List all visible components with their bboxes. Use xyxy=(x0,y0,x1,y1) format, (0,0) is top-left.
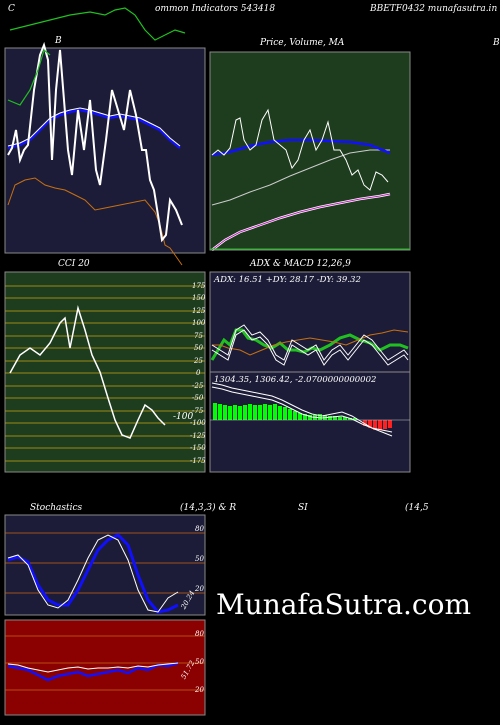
rsi-tick-80: 80 xyxy=(195,630,204,638)
common-green-line xyxy=(7,48,51,106)
stoch-tick-20: 20 xyxy=(195,585,204,593)
cci-tick-50: 50 xyxy=(194,344,203,352)
macd-values: 1304.35, 1306.42, -2.0700000000002 xyxy=(214,375,377,385)
adx-title: ADX & MACD 12,26,9 xyxy=(250,259,351,269)
cci-tick-m175: -175 xyxy=(190,457,206,465)
cci-tick-m150: -150 xyxy=(190,444,206,452)
header-indicators: ommon Indicators 543418 xyxy=(155,4,276,14)
panel-price xyxy=(209,51,411,251)
common-white-ma xyxy=(7,107,181,147)
cci-tick-150: 150 xyxy=(192,294,206,302)
common-white-price xyxy=(7,41,183,243)
rsi-gridlines xyxy=(5,635,205,691)
cci-tick-m25: -25 xyxy=(192,382,204,390)
cci-tick-75: 75 xyxy=(194,332,203,340)
adx-white2 xyxy=(211,329,409,366)
stoch-title: Stochastics xyxy=(30,503,83,513)
rsi-blue xyxy=(7,661,179,682)
cci-tick-0: 0 xyxy=(196,369,201,377)
watermark: MunafaSutra.com xyxy=(216,588,472,621)
cci-line xyxy=(9,305,166,439)
cci-tick-m75: -75 xyxy=(192,407,204,415)
rsi-params: (14,5 xyxy=(405,503,429,513)
macd-histogram xyxy=(213,403,357,420)
price-ma-long-inner xyxy=(211,193,391,251)
macd-histogram-neg xyxy=(363,420,392,430)
common-blue-ma xyxy=(7,108,181,150)
stoch-white xyxy=(7,534,179,613)
adx-values: ADX: 16.51 +DY: 28.17 -DY: 39.32 xyxy=(214,275,361,285)
rsi-white xyxy=(7,662,179,673)
edge-label: B xyxy=(493,38,500,48)
header-b: B xyxy=(55,36,62,46)
stoch-tick-50: 50 xyxy=(195,555,204,563)
cci-tick-m125: -125 xyxy=(190,432,206,440)
header-c: C xyxy=(8,4,15,14)
cci-tick-m50: -50 xyxy=(192,394,204,402)
cci-tick-125: 125 xyxy=(192,307,206,315)
adx-white1 xyxy=(211,324,409,361)
price-white xyxy=(211,108,389,191)
panel-cci xyxy=(4,271,206,473)
rsi-tick-50: 50 xyxy=(195,658,204,666)
stoch-params: (14,3,3) & R xyxy=(180,503,237,513)
cci-tick-175: 175 xyxy=(192,282,206,290)
stoch-gridlines xyxy=(5,532,205,594)
price-ma-mid xyxy=(211,149,390,206)
panel-stoch xyxy=(4,514,206,616)
macd-line1 xyxy=(211,382,393,437)
stoch-tick-80: 80 xyxy=(195,525,204,533)
cci-tick-25: 25 xyxy=(194,357,203,365)
rsi-title: SI xyxy=(298,503,308,513)
price-ma-blue xyxy=(211,138,391,157)
macd-line2 xyxy=(211,386,393,433)
cci-gridlines xyxy=(5,285,205,462)
rsi-tick-20: 20 xyxy=(195,686,204,694)
common-green-top xyxy=(9,7,186,41)
panel-adx xyxy=(209,271,411,373)
cci-title: CCI 20 xyxy=(58,259,90,269)
cci-tick-100: 100 xyxy=(192,319,206,327)
stoch-blue xyxy=(7,533,179,614)
header-symbol: BBETF0432 munafasutra.in xyxy=(370,4,498,14)
cci-current-value: -100 xyxy=(173,412,194,422)
price-title: Price, Volume, MA xyxy=(260,38,345,48)
cci-tick-m100: -100 xyxy=(190,419,206,427)
adx-orange xyxy=(212,329,409,356)
